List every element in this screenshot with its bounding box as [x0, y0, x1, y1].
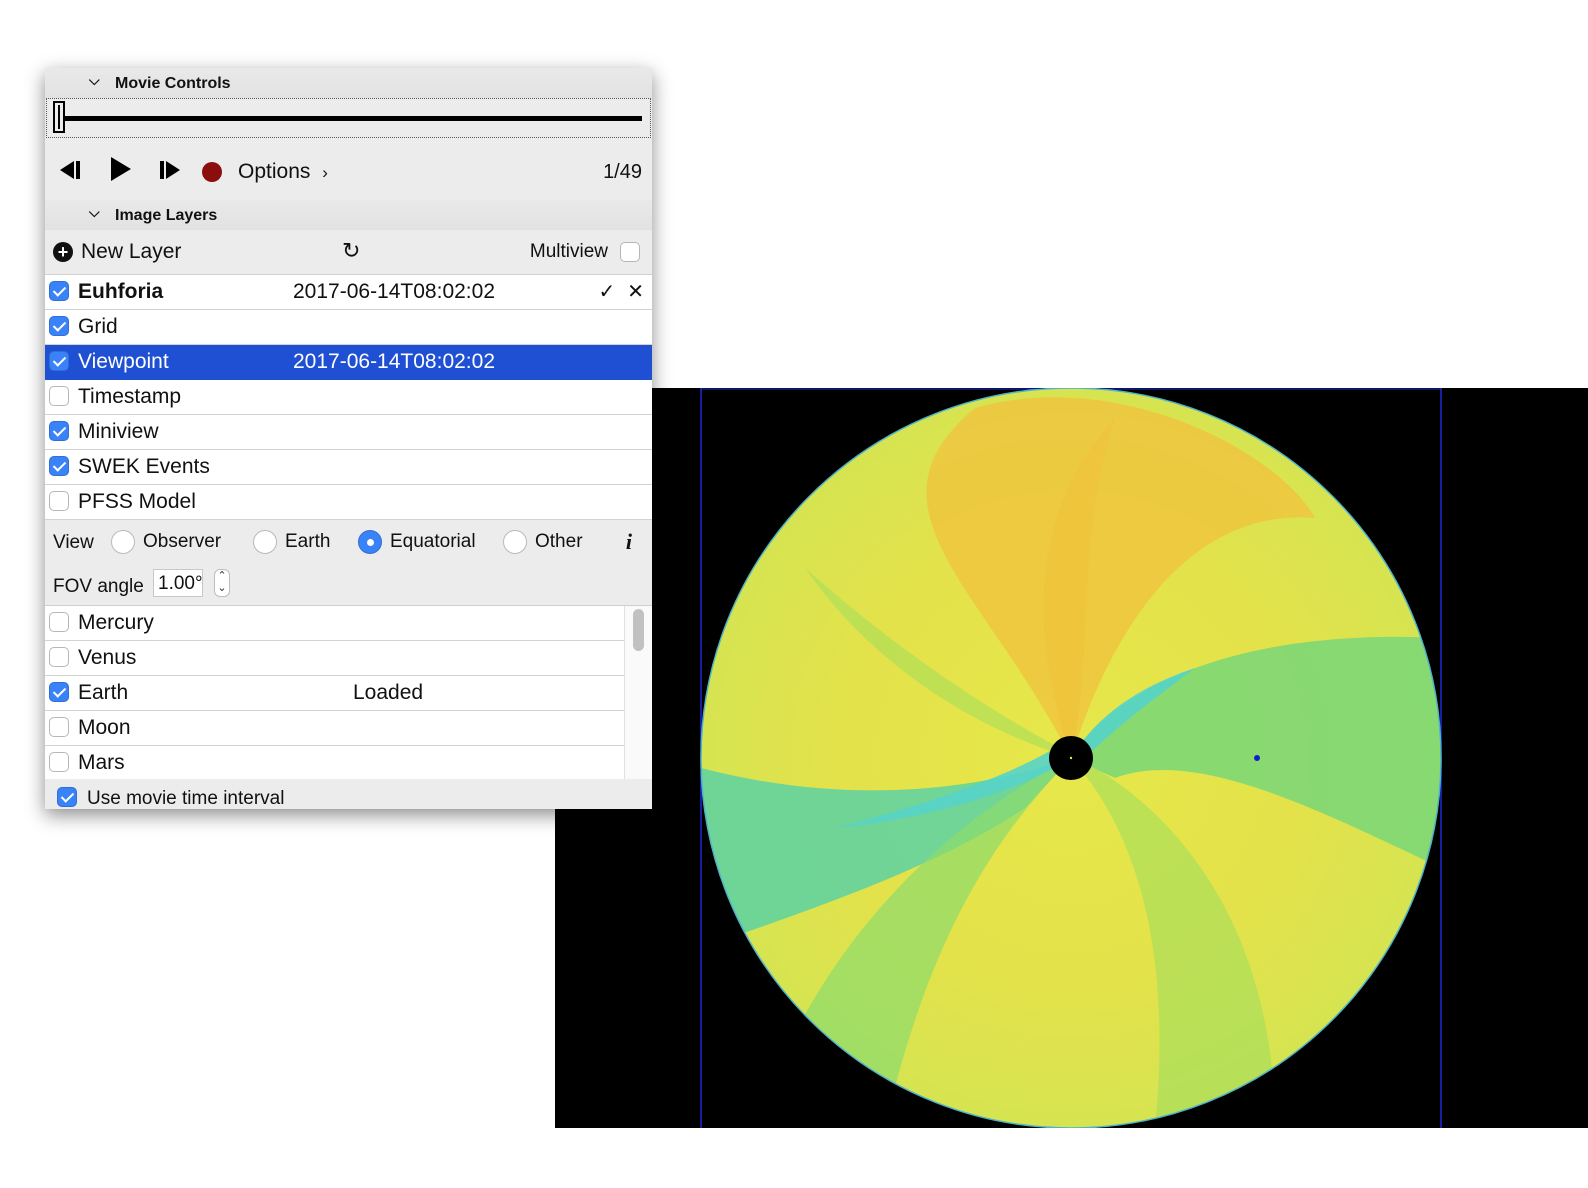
frame-counter: 1/49 — [603, 161, 642, 183]
view-option-equatorial[interactable]: Equatorial — [358, 530, 476, 554]
play-icon[interactable] — [109, 156, 133, 187]
radio-button[interactable] — [358, 530, 382, 554]
slider-track[interactable] — [57, 116, 642, 121]
image-viewer-canvas[interactable] — [555, 388, 1588, 1128]
step-forward-icon[interactable] — [158, 160, 182, 185]
objects-list: Mercury Venus Earth Loaded Moon Mars — [45, 606, 652, 781]
movie-buttons-bar: Options › 1/49 — [45, 138, 652, 200]
image-layers-title: Image Layers — [115, 207, 218, 224]
layer-name: SWEK Events — [78, 455, 210, 478]
layer-visible-checkbox[interactable] — [49, 421, 69, 441]
object-name: Earth — [78, 681, 129, 704]
layer-name: Miniview — [78, 420, 159, 443]
radio-button[interactable] — [111, 530, 135, 554]
multiview-label: Multiview — [529, 241, 608, 262]
layer-list: Euhforia 2017-06-14T08:02:02 ✓ ✕ Grid Vie… — [45, 275, 652, 520]
object-row-earth[interactable]: Earth Loaded — [45, 676, 625, 711]
use-movie-interval-option[interactable]: Use movie time interval — [45, 779, 652, 809]
layer-row-grid[interactable]: Grid — [45, 310, 652, 345]
movie-controls-header[interactable]: ⌵ Movie Controls — [45, 68, 652, 98]
options-label: Options — [238, 160, 311, 183]
chevron-down-icon[interactable]: ⌵ — [89, 72, 100, 88]
object-name: Venus — [78, 646, 137, 669]
layer-name: PFSS Model — [78, 490, 196, 513]
movie-controls-title: Movie Controls — [115, 75, 231, 92]
object-name: Mercury — [78, 611, 154, 634]
use-movie-interval-label: Use movie time interval — [87, 788, 285, 809]
object-checkbox[interactable] — [49, 647, 69, 667]
object-checkbox[interactable] — [49, 682, 69, 702]
image-layers-header[interactable]: ⌵ Image Layers — [45, 200, 652, 230]
layer-row-viewpoint[interactable]: Viewpoint 2017-06-14T08:02:02 — [45, 345, 652, 380]
plus-circle-icon: + — [53, 242, 73, 262]
layer-time: 2017-06-14T08:02:02 — [293, 350, 495, 373]
refresh-icon[interactable]: ↻ — [342, 238, 361, 263]
scrollbar-thumb[interactable] — [633, 609, 644, 651]
slider-thumb[interactable] — [53, 101, 65, 133]
layer-row-euhforia[interactable]: Euhforia 2017-06-14T08:02:02 ✓ ✕ — [45, 275, 652, 310]
movie-time-slider[interactable] — [46, 98, 651, 138]
layer-row-swek-events[interactable]: SWEK Events — [45, 450, 652, 485]
view-option-label: Other — [535, 531, 583, 552]
chevron-down-icon[interactable]: ⌵ — [89, 204, 100, 220]
control-panel: ⌵ Movie Controls Options › 1/49 ⌵ Image … — [45, 68, 652, 809]
layer-row-timestamp[interactable]: Timestamp — [45, 380, 652, 415]
solar-wind-model-image — [700, 388, 1442, 1128]
object-row-mars[interactable]: Mars — [45, 746, 625, 781]
object-checkbox[interactable] — [49, 612, 69, 632]
object-checkbox[interactable] — [49, 752, 69, 772]
layer-visible-checkbox[interactable] — [49, 456, 69, 476]
chevron-right-icon: › — [322, 163, 328, 182]
checkmark-icon[interactable]: ✓ — [598, 281, 616, 303]
layers-toolbar: + New Layer ↻ Multiview — [45, 230, 652, 275]
view-label: View — [53, 532, 94, 553]
radio-button[interactable] — [503, 530, 527, 554]
object-status: Loaded — [353, 681, 424, 704]
new-layer-label: New Layer — [81, 240, 182, 263]
info-icon[interactable]: i — [625, 529, 632, 554]
multiview-checkbox[interactable] — [620, 242, 640, 262]
fov-angle-input[interactable]: 1.00° — [153, 569, 203, 597]
view-option-observer[interactable]: Observer — [111, 530, 221, 554]
layer-name: Euhforia — [78, 280, 164, 303]
step-back-icon[interactable] — [58, 160, 82, 185]
layer-name: Viewpoint — [78, 350, 169, 373]
new-layer-button[interactable]: + New Layer — [53, 240, 181, 264]
view-selector: View Observer Earth Equatorial Other i — [45, 520, 652, 563]
object-row-moon[interactable]: Moon — [45, 711, 625, 746]
use-movie-interval-checkbox[interactable] — [57, 787, 77, 807]
close-icon[interactable]: ✕ — [627, 281, 644, 303]
fov-control: FOV angle 1.00° ⌃ ⌄ — [45, 563, 652, 606]
view-option-label: Earth — [285, 531, 331, 552]
view-option-label: Observer — [143, 531, 222, 552]
layer-visible-checkbox[interactable] — [49, 281, 69, 301]
view-option-earth[interactable]: Earth — [253, 530, 330, 554]
layer-name: Grid — [78, 315, 118, 338]
fov-stepper[interactable]: ⌃ ⌄ — [214, 569, 230, 597]
record-icon[interactable] — [202, 162, 222, 182]
layer-name: Timestamp — [78, 385, 182, 408]
layer-time: 2017-06-14T08:02:02 — [293, 280, 495, 303]
options-button[interactable]: Options › — [238, 160, 328, 184]
object-checkbox[interactable] — [49, 717, 69, 737]
object-row-venus[interactable]: Venus — [45, 641, 625, 676]
layer-visible-checkbox[interactable] — [49, 491, 69, 511]
object-name: Moon — [78, 716, 131, 739]
radio-button[interactable] — [253, 530, 277, 554]
earth-marker — [1254, 755, 1260, 761]
object-name: Mars — [78, 751, 125, 774]
layer-visible-checkbox[interactable] — [49, 351, 69, 371]
object-row-mercury[interactable]: Mercury — [45, 606, 625, 641]
view-option-label: Equatorial — [390, 531, 476, 552]
layer-row-miniview[interactable]: Miniview — [45, 415, 652, 450]
view-option-other[interactable]: Other — [503, 530, 583, 554]
layer-visible-checkbox[interactable] — [49, 316, 69, 336]
layer-visible-checkbox[interactable] — [49, 386, 69, 406]
layer-row-pfss-model[interactable]: PFSS Model — [45, 485, 652, 520]
multiview-toggle[interactable]: Multiview — [530, 241, 640, 263]
fov-label: FOV angle — [53, 576, 144, 597]
objects-scrollbar[interactable] — [624, 606, 652, 779]
